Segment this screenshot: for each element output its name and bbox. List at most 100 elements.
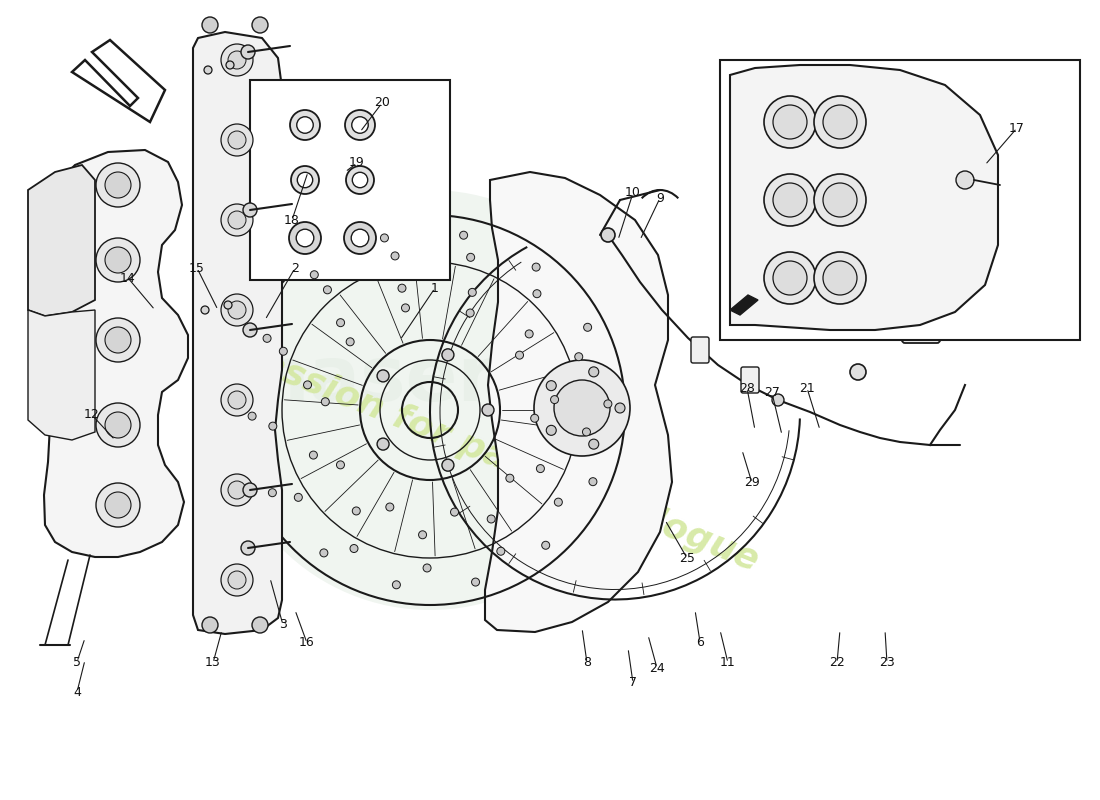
Circle shape — [588, 478, 597, 486]
Circle shape — [252, 617, 268, 633]
Circle shape — [460, 231, 467, 239]
Circle shape — [346, 338, 354, 346]
Circle shape — [221, 384, 253, 416]
Circle shape — [96, 238, 140, 282]
Circle shape — [295, 494, 302, 502]
Circle shape — [228, 51, 246, 69]
FancyBboxPatch shape — [250, 80, 450, 280]
Circle shape — [442, 349, 454, 361]
Circle shape — [224, 301, 232, 309]
Circle shape — [615, 403, 625, 413]
Text: 22: 22 — [829, 657, 845, 670]
Circle shape — [296, 230, 314, 246]
Circle shape — [764, 96, 816, 148]
FancyBboxPatch shape — [691, 337, 710, 363]
Circle shape — [346, 166, 374, 194]
Text: 8: 8 — [583, 657, 591, 670]
Circle shape — [96, 163, 140, 207]
Text: 1: 1 — [431, 282, 439, 294]
Circle shape — [764, 174, 816, 226]
Circle shape — [547, 426, 557, 435]
Polygon shape — [28, 310, 95, 440]
Circle shape — [584, 323, 592, 331]
Circle shape — [292, 166, 319, 194]
Circle shape — [402, 304, 409, 312]
Circle shape — [451, 508, 459, 516]
Text: 12: 12 — [84, 409, 100, 422]
Circle shape — [386, 503, 394, 511]
Circle shape — [390, 252, 399, 260]
Circle shape — [201, 306, 209, 314]
Text: 16: 16 — [299, 637, 315, 650]
Circle shape — [814, 174, 866, 226]
Circle shape — [96, 483, 140, 527]
Circle shape — [547, 381, 557, 390]
Circle shape — [268, 422, 277, 430]
Circle shape — [310, 270, 318, 278]
Text: 7: 7 — [629, 677, 637, 690]
Circle shape — [398, 284, 406, 292]
Circle shape — [104, 327, 131, 353]
Circle shape — [297, 117, 313, 134]
Circle shape — [393, 581, 400, 589]
Circle shape — [104, 492, 131, 518]
Circle shape — [588, 439, 598, 449]
Circle shape — [850, 364, 866, 380]
Circle shape — [377, 438, 389, 450]
Circle shape — [419, 530, 427, 538]
Circle shape — [554, 380, 610, 436]
Circle shape — [814, 252, 866, 304]
Polygon shape — [818, 220, 850, 265]
Circle shape — [352, 117, 368, 134]
Text: 10: 10 — [625, 186, 641, 199]
Text: 25: 25 — [679, 551, 695, 565]
Circle shape — [583, 428, 591, 436]
Circle shape — [773, 105, 807, 139]
Circle shape — [252, 17, 268, 33]
Circle shape — [243, 203, 257, 217]
Circle shape — [241, 45, 255, 59]
Circle shape — [532, 290, 541, 298]
Circle shape — [344, 222, 376, 254]
Circle shape — [297, 172, 312, 188]
Circle shape — [268, 489, 276, 497]
Circle shape — [220, 190, 640, 610]
Circle shape — [466, 309, 474, 317]
Circle shape — [96, 403, 140, 447]
Polygon shape — [192, 32, 282, 634]
Circle shape — [956, 171, 974, 189]
Circle shape — [352, 172, 367, 188]
Circle shape — [228, 211, 246, 229]
Text: 24: 24 — [649, 662, 664, 674]
Circle shape — [221, 474, 253, 506]
Circle shape — [823, 261, 857, 295]
Circle shape — [243, 483, 257, 497]
Circle shape — [337, 318, 344, 326]
Polygon shape — [72, 40, 165, 122]
Circle shape — [263, 334, 271, 342]
Circle shape — [202, 17, 218, 33]
Circle shape — [601, 228, 615, 242]
Circle shape — [221, 44, 253, 76]
Circle shape — [221, 124, 253, 156]
Circle shape — [424, 564, 431, 572]
Circle shape — [279, 347, 287, 355]
Polygon shape — [485, 172, 672, 632]
Text: 11: 11 — [720, 657, 736, 670]
Text: 2: 2 — [292, 262, 299, 274]
Polygon shape — [730, 295, 758, 315]
Circle shape — [345, 110, 375, 140]
Circle shape — [469, 288, 476, 296]
Text: 28: 28 — [739, 382, 755, 394]
Circle shape — [551, 395, 559, 403]
Circle shape — [337, 461, 344, 469]
Text: 29: 29 — [744, 477, 760, 490]
Circle shape — [289, 222, 321, 254]
Circle shape — [228, 301, 246, 319]
Circle shape — [309, 451, 318, 459]
Circle shape — [541, 542, 550, 550]
Circle shape — [442, 459, 454, 471]
Polygon shape — [44, 150, 188, 557]
Circle shape — [554, 498, 562, 506]
Circle shape — [814, 96, 866, 148]
